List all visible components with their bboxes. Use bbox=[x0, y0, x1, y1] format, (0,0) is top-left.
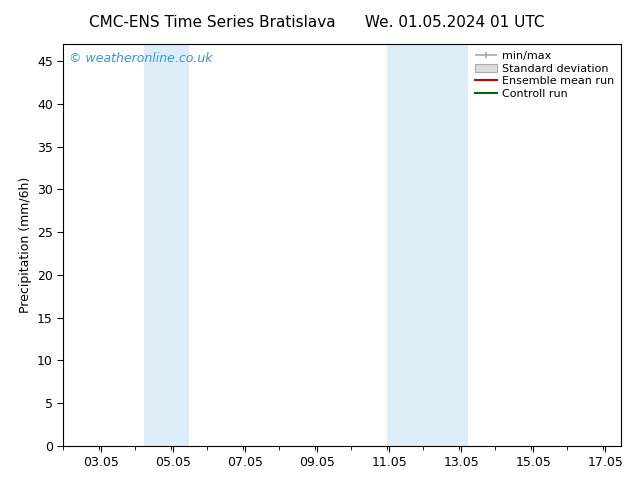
Bar bbox=[145, 44, 190, 446]
Y-axis label: Precipitation (mm/6h): Precipitation (mm/6h) bbox=[18, 177, 32, 313]
Bar bbox=[387, 44, 469, 446]
Text: CMC-ENS Time Series Bratislava      We. 01.05.2024 01 UTC: CMC-ENS Time Series Bratislava We. 01.05… bbox=[89, 15, 545, 30]
Text: © weatheronline.co.uk: © weatheronline.co.uk bbox=[69, 52, 212, 65]
Legend: min/max, Standard deviation, Ensemble mean run, Controll run: min/max, Standard deviation, Ensemble me… bbox=[471, 48, 618, 102]
